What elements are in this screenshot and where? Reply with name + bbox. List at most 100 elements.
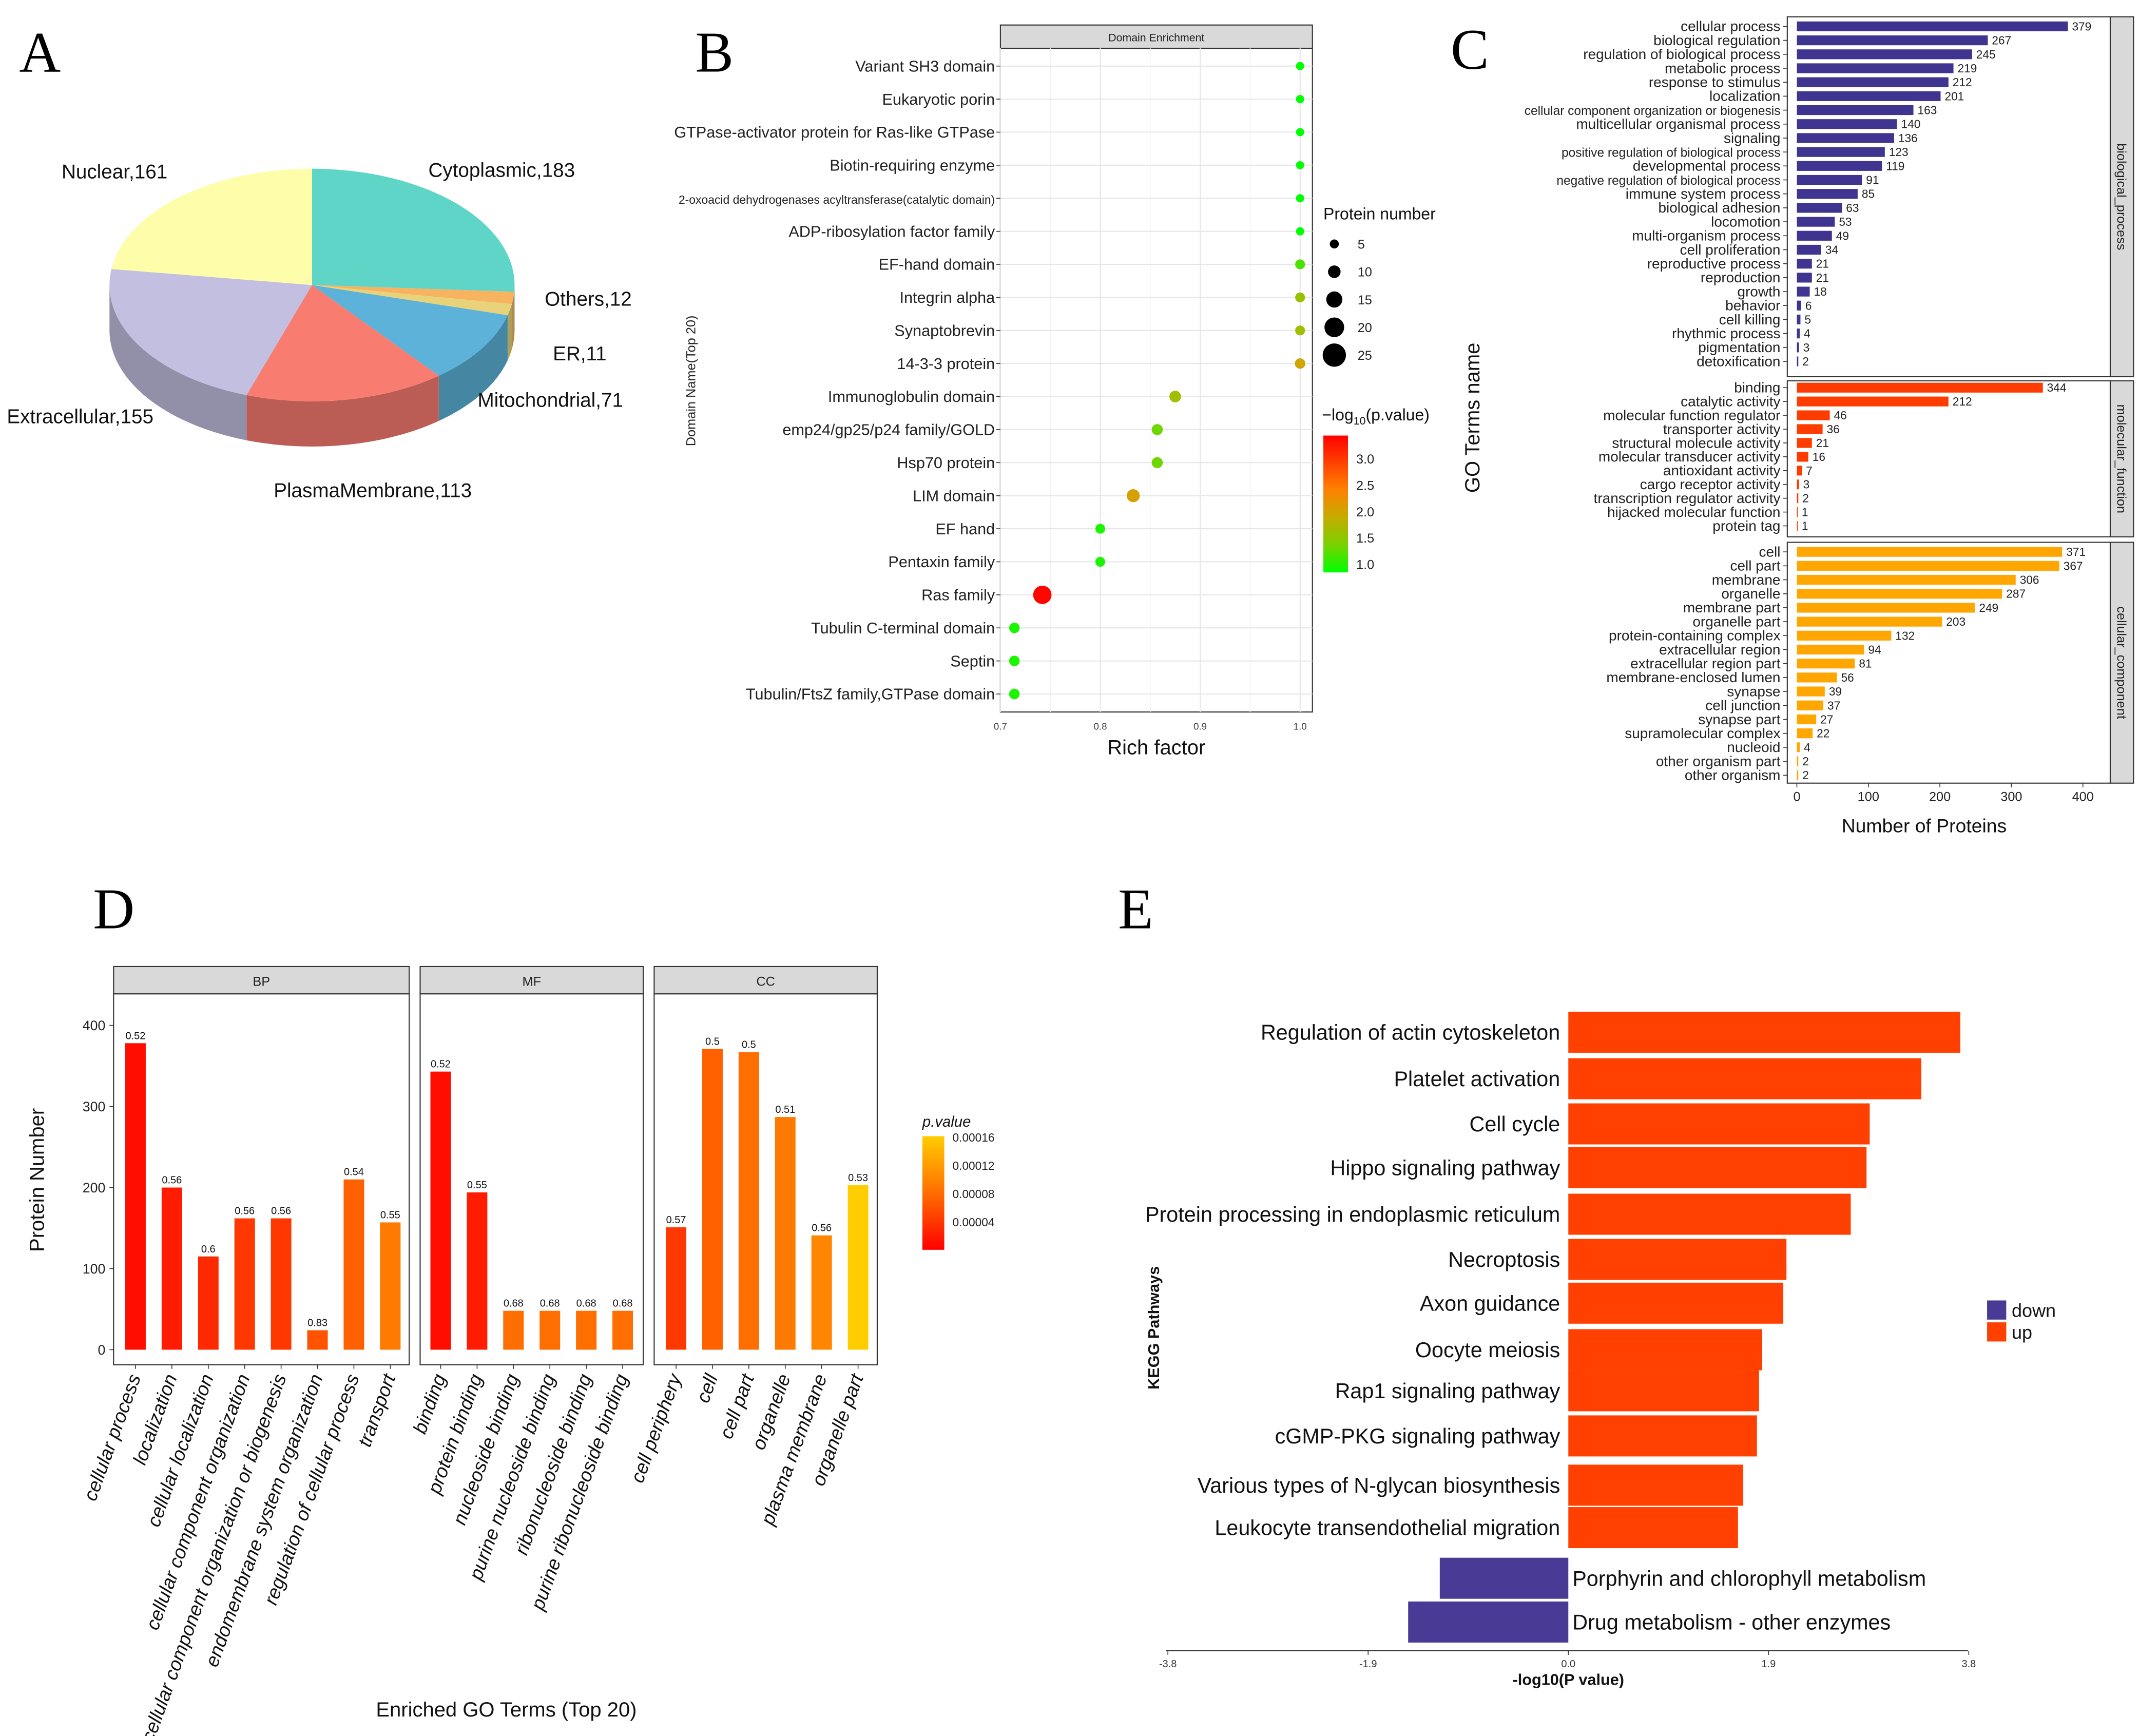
bar [1797,616,1942,627]
x-tick-label: 300 [2000,789,2022,804]
bar-value-label: 0.68 [613,1298,633,1309]
facet-label: MF [522,974,541,989]
bar [1797,479,1799,490]
bar-up [1568,1370,1759,1412]
pie-slice-plasmamembrane [246,285,439,401]
bar [1797,547,2063,557]
bar-value-label: 22 [1817,727,1829,740]
bar [430,1071,451,1350]
y-tick-label: locomotion [1711,214,1780,229]
facet-label: BP [253,974,270,989]
color-legend-label: 1.5 [1356,531,1374,546]
bar [503,1310,524,1350]
x-tick-label: 0.0 [1561,1658,1575,1670]
facet-panel [419,993,644,1365]
bar [1797,424,1823,434]
data-point [1009,623,1020,633]
size-legend-key [1329,239,1339,249]
bar-value-label: 63 [1846,201,1859,215]
x-tick-label: -3.8 [1159,1658,1177,1670]
y-tick-label: supramolecular complex [1625,725,1780,741]
x-tick-label: 0.9 [1193,721,1207,732]
bar [539,1310,561,1350]
y-tick-label: pigmentation [1698,339,1780,355]
y-tick-label: cell [1759,544,1781,560]
bar [1797,105,1914,115]
y-tick-label: Biotin-requiring enzyme [830,157,995,175]
size-legend-key [1322,343,1346,367]
bar-value-label: 3 [1803,341,1810,354]
bar-value-label: 379 [2072,20,2091,33]
color-legend-label: 2.0 [1356,505,1374,519]
facet-label: CC [756,974,775,989]
bar-value-label: 0.57 [666,1214,686,1226]
facet-strip [2109,16,2134,377]
bar-up [1568,1058,1921,1100]
bar [1797,382,2043,393]
data-point [1009,688,1020,700]
legend-label: up [2012,1322,2032,1343]
y-tick-label: rhythmic process [1672,325,1781,341]
data-point [1127,489,1140,503]
bar-value-label: 0.56 [812,1223,832,1234]
y-tick-label: cellular process [1681,18,1780,34]
color-legend-label: 3.0 [1356,452,1374,467]
bar [125,1043,146,1350]
bar-value-label: 123 [1889,145,1909,159]
bar-value-label: 94 [1868,643,1881,657]
color-legend-label: 0.00008 [953,1187,995,1201]
panel-c-go-terms: biological_process cellular process 379 bio… [1461,16,2134,837]
color-legend-bar [1323,435,1348,573]
y-tick-label: metabolic process [1665,60,1781,76]
panel-b-domain-enrichment: Domain Enrichment 0.7 0.8 0.9 1.0 Variant SH3… [674,24,1436,759]
bar-value-label: 306 [2020,573,2039,587]
bar [1797,672,1837,683]
bar [1797,329,1800,339]
y-axis-title: Domain Name(Top 20) [684,316,698,447]
bar-value-label: 0.68 [504,1298,524,1309]
bar-value-label: 34 [1825,243,1838,256]
panel-letter-d: D [93,877,134,941]
y-tick-label: localization [1709,88,1780,104]
data-point [1169,391,1181,402]
bar [1797,91,1941,101]
bar [198,1256,219,1350]
y-tick-label: multicellular organismal process [1576,116,1780,132]
bar-value-label: 4 [1804,741,1810,754]
bar [1797,35,1988,46]
bar-value-label: 367 [2064,559,2083,572]
bar [343,1179,364,1350]
bar [1797,217,1835,227]
x-tick-label: 1.0 [1294,721,1307,732]
bar [1797,77,1949,87]
bar [1797,630,1892,641]
bar [1797,63,1954,73]
y-tick-label: protein-containing complex [1609,628,1780,644]
bar [1797,300,1801,311]
y-tick-label: extracellular region part [1630,655,1781,671]
bar-value-label: 16 [1813,450,1825,464]
pie-side-extracellular [109,285,247,440]
bar [1797,259,1812,269]
facet-panel [653,993,878,1365]
bar [612,1310,633,1350]
bar [307,1330,328,1350]
bar [1797,189,1858,199]
bar-value-label: 27 [1820,712,1833,726]
bar [1797,644,1864,655]
data-point [1296,227,1304,236]
y-tick-label: extracellular region [1659,642,1780,658]
bar [1797,742,1800,753]
bar [1797,314,1801,325]
bar [1797,49,1972,60]
size-legend-key [1326,291,1343,308]
y-tick-label: ADP-ribosylation factor family [788,223,995,240]
y-tick-label: biological regulation [1653,32,1780,48]
y-tick-label: organelle [1721,586,1780,602]
y-tick-label: biological adhesion [1658,200,1780,216]
y-tick-label: Hsp70 protein [897,454,995,472]
bar [1797,452,1808,462]
y-tick-label: structural molecule activity [1612,435,1780,451]
x-tick-label: binding [409,1371,450,1437]
